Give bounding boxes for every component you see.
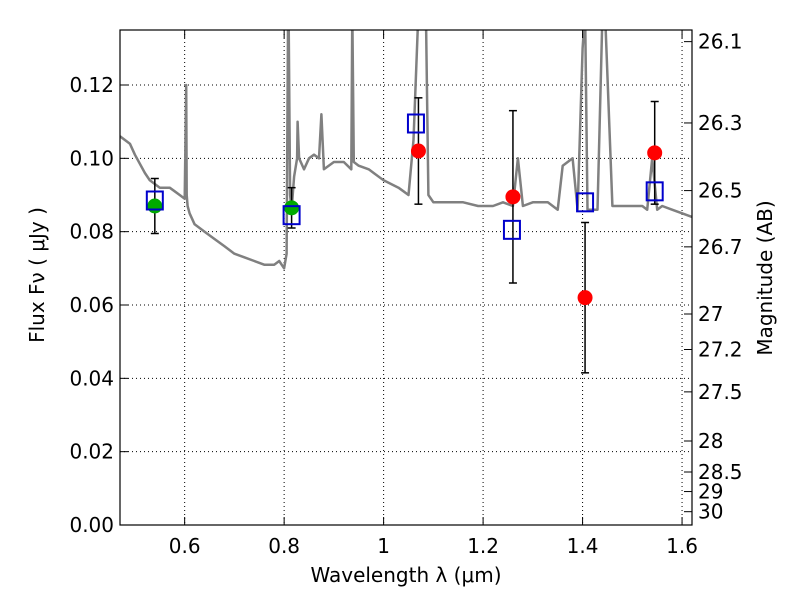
y-tick-label: 0.06 bbox=[69, 293, 114, 317]
axes-frame bbox=[119, 29, 693, 526]
right-tick-label: 26.5 bbox=[698, 179, 743, 203]
plot-frame bbox=[119, 29, 693, 526]
x-tick-label: 0.6 bbox=[169, 534, 201, 558]
data-point-circle bbox=[505, 189, 521, 205]
x-tick-label: 0.8 bbox=[268, 534, 300, 558]
right-tick-label: 28.5 bbox=[698, 460, 743, 484]
x-axis-label: Wavelength λ (μm) bbox=[310, 563, 501, 587]
y-tick-label: 0.04 bbox=[69, 366, 114, 390]
data-point-circle bbox=[577, 290, 593, 306]
model-spectrum-line bbox=[120, 30, 692, 270]
right-tick-label: 27 bbox=[698, 302, 723, 326]
x-tick-label: 1.2 bbox=[467, 534, 499, 558]
right-tick-label: 27.2 bbox=[698, 338, 743, 362]
x-tick-label: 1.6 bbox=[666, 534, 698, 558]
data-point-circle bbox=[284, 200, 300, 216]
x-tick-label: 1.4 bbox=[567, 534, 599, 558]
right-tick-label: 26.1 bbox=[698, 30, 743, 54]
y-axis-label: Flux Fν ( μJy ) bbox=[25, 207, 49, 343]
y-tick-label: 0.08 bbox=[69, 220, 114, 244]
y-tick-label: 0.10 bbox=[69, 146, 114, 170]
data-point-square bbox=[576, 192, 595, 213]
model-spectrum-layer bbox=[120, 30, 692, 270]
data-point-square bbox=[645, 181, 664, 202]
data-point-square bbox=[282, 205, 301, 226]
right-axis-label: Magnitude (AB) bbox=[753, 200, 777, 355]
data-point-circle bbox=[147, 198, 163, 214]
x-tick-label: 1 bbox=[377, 534, 390, 558]
right-tick-label: 29 bbox=[698, 480, 723, 504]
y-tick-label: 0.00 bbox=[69, 513, 114, 537]
data-point-square bbox=[502, 219, 521, 240]
data-point-square bbox=[145, 190, 164, 211]
grid bbox=[120, 30, 692, 526]
data-point-square bbox=[406, 113, 425, 134]
right-tick-label: 26.3 bbox=[698, 111, 743, 135]
y-tick-label: 0.12 bbox=[69, 73, 114, 97]
data-point-circle bbox=[410, 143, 426, 159]
right-tick-label: 30 bbox=[698, 500, 723, 524]
tick-labels: 0.6 0.8 1 1.2 1.4 1.6 0.00 0.02 0.04 0.06 0.08 0.10… bbox=[69, 30, 742, 558]
right-tick-label: 26.7 bbox=[698, 235, 743, 259]
data-point-circle bbox=[647, 145, 663, 161]
data-points-layer bbox=[145, 97, 664, 374]
right-tick-label: 28 bbox=[698, 429, 723, 453]
right-tick-label: 27.5 bbox=[698, 380, 743, 404]
y-tick-label: 0.02 bbox=[69, 440, 114, 464]
